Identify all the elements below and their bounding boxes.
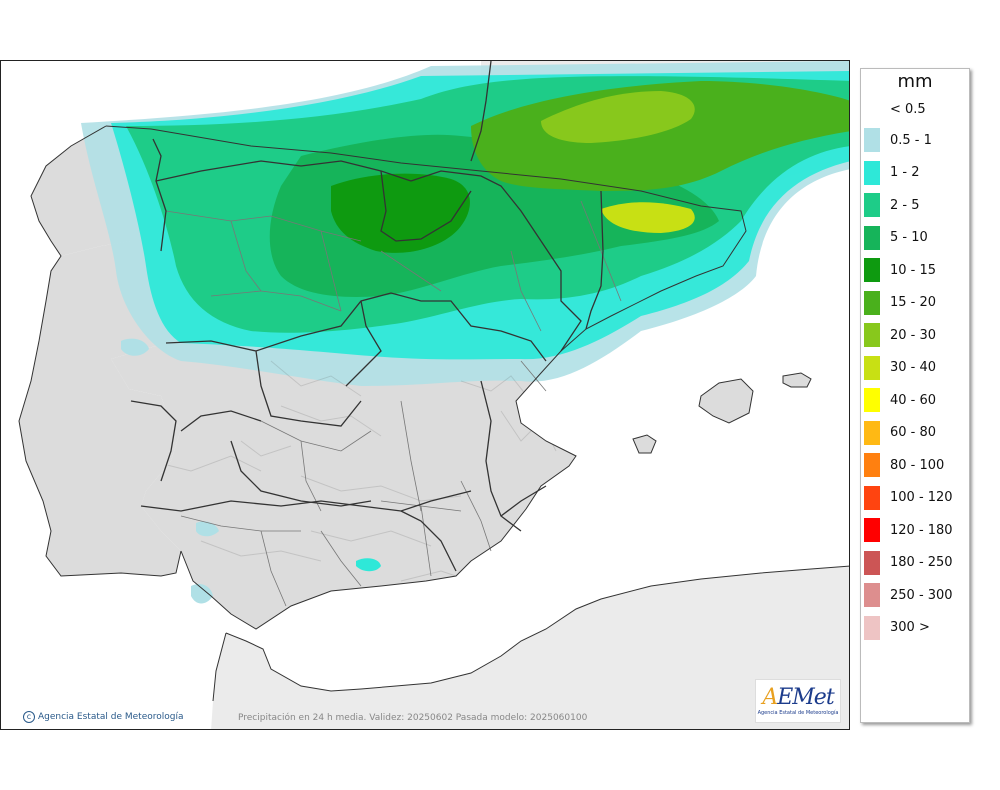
land-ibiza	[633, 435, 656, 453]
legend-swatch	[864, 323, 880, 347]
precip-band-1	[356, 558, 381, 572]
precipitation-map	[1, 61, 849, 729]
legend-label: 60 - 80	[890, 425, 937, 440]
legend-swatch	[864, 388, 880, 412]
logo-subtitle: Agencia Estatal de Meteorología	[757, 709, 839, 716]
terrain-shading	[150, 360, 557, 582]
legend-label: 2 - 5	[890, 197, 920, 213]
logo-wordmark-accent: A	[762, 684, 778, 710]
aemet-logo: AEMet Agencia Estatal de Meteorología	[755, 679, 841, 723]
land-menorca	[783, 373, 811, 387]
legend-swatch	[864, 290, 880, 315]
province-lines	[165, 200, 622, 607]
legend-label: 80 - 100	[890, 457, 945, 473]
legend-swatch	[864, 160, 880, 185]
legend-label: 1 - 2	[890, 165, 920, 180]
legend-class: 60 - 80	[864, 420, 937, 445]
legend-label: 30 - 40	[890, 360, 937, 375]
precip-band-0	[196, 521, 219, 537]
legend-label: 20 - 30	[890, 327, 937, 343]
legend-class: 5 - 10	[864, 225, 928, 250]
legend-class: 250 - 300	[864, 583, 953, 607]
legend-class: 120 - 180	[864, 518, 953, 542]
legend-class: 10 - 15	[864, 258, 936, 282]
precipitation-legend: mm < 0.5 0.5 - 1 1 - 2 2 - 5 5 - 10 10 - 15 1…	[860, 68, 970, 723]
legend-label: 15 - 20	[890, 295, 937, 310]
legend-swatch	[864, 193, 880, 217]
legend-class: 1 - 2	[864, 160, 920, 185]
legend-label: 180 - 250	[890, 555, 953, 570]
legend-swatch	[864, 615, 880, 640]
legend-label: 5 - 10	[890, 230, 928, 245]
precipitation-field	[81, 61, 849, 604]
land-mallorca	[699, 379, 753, 423]
legend-swatch	[864, 453, 880, 477]
legend-swatch	[864, 583, 880, 607]
legend-label: 100 - 120	[890, 490, 953, 505]
legend-class: 180 - 250	[864, 550, 953, 575]
legend-swatch	[864, 420, 880, 445]
legend-swatch	[864, 485, 880, 510]
coastline	[18, 125, 849, 702]
precip-band-0	[191, 584, 213, 604]
precip-band-0	[121, 338, 149, 356]
legend-swatch	[864, 128, 880, 152]
legend-swatch	[864, 518, 880, 542]
legend-class: 15 - 20	[864, 290, 937, 315]
legend-class: 80 - 100	[864, 453, 944, 477]
legend-unit: mm	[897, 71, 933, 92]
legend-label: 300 >	[890, 620, 930, 635]
region-borders	[130, 61, 604, 572]
copyright-text: Agencia Estatal de Meteorología	[38, 712, 184, 722]
legend-label: 120 - 180	[890, 522, 953, 538]
legend-under-threshold: < 0.5	[890, 102, 926, 117]
precip-band-6	[541, 91, 695, 143]
map-caption: Precipitación en 24 h media. Validez: 20…	[238, 713, 588, 723]
legend-swatch	[864, 225, 880, 250]
precip-band-7	[601, 202, 695, 233]
precip-band-5	[471, 81, 849, 191]
logo-wordmark-rest: EMet	[777, 684, 834, 710]
legend-class: 30 - 40	[864, 355, 937, 380]
legend-label: 0.5 - 1	[890, 132, 932, 148]
copyright-notice: c Agencia Estatal de Meteorología	[23, 711, 184, 723]
precip-band-4	[331, 173, 470, 253]
legend-class: 2 - 5	[864, 193, 920, 217]
legend-class: 100 - 120	[864, 485, 953, 510]
logo-wordmark: AEMet	[762, 684, 834, 710]
legend-class: 300 >	[864, 615, 930, 640]
legend-class: 20 - 30	[864, 323, 936, 347]
legend-label: 10 - 15	[890, 262, 937, 278]
legend-swatch	[864, 258, 880, 282]
legend-swatch	[864, 355, 880, 380]
legend-class: 40 - 60	[864, 388, 936, 412]
copyright-icon: c	[23, 711, 35, 723]
legend-label: 40 - 60	[890, 392, 937, 408]
legend-label: 250 - 300	[890, 587, 953, 603]
legend-swatch	[864, 550, 880, 575]
map-frame: c Agencia Estatal de Meteorología Precip…	[0, 60, 850, 730]
legend-class: 0.5 - 1	[864, 128, 932, 152]
